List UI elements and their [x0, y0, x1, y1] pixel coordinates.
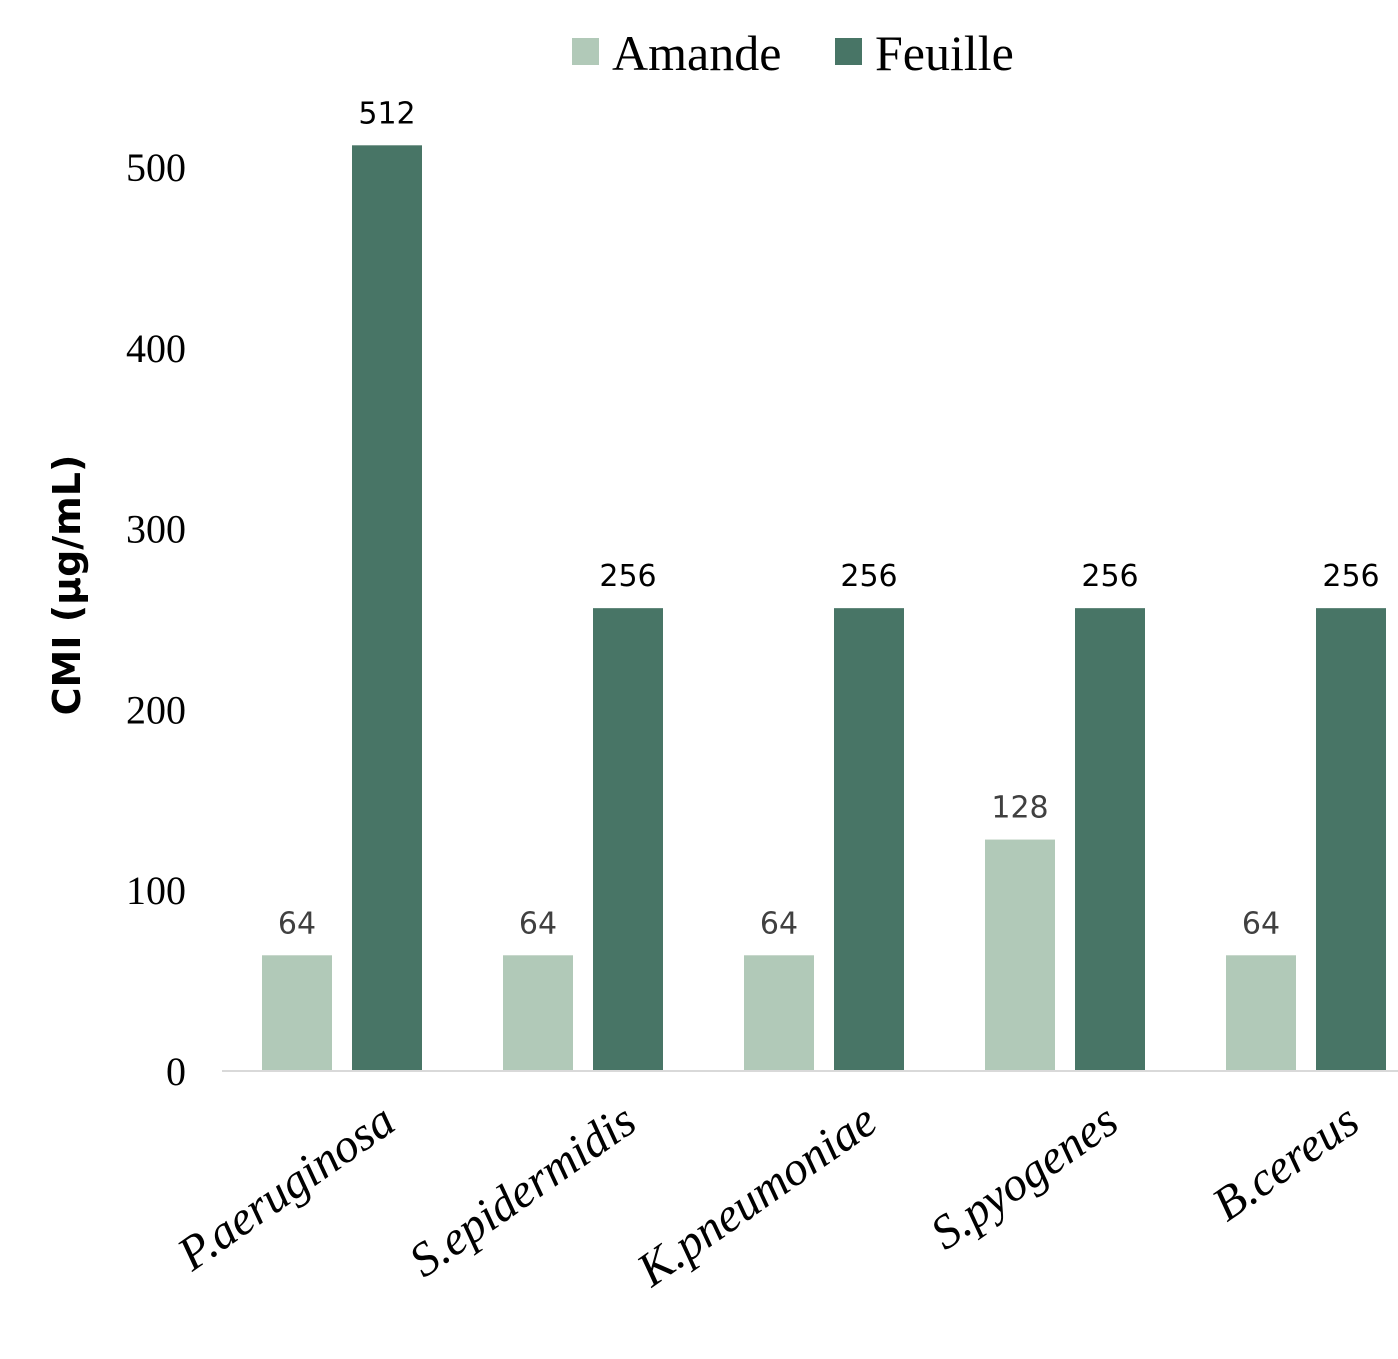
bar-amande	[744, 955, 814, 1071]
data-label: 64	[760, 906, 798, 941]
y-tick-label: 100	[126, 868, 186, 913]
bar-feuille	[834, 608, 904, 1071]
legend: Amande Feuille	[572, 25, 1014, 81]
x-category-label: P.aeruginosa	[167, 1094, 404, 1282]
data-label: 64	[278, 906, 316, 941]
data-label: 128	[991, 791, 1048, 826]
x-category-label: S.epidermidis	[400, 1094, 646, 1288]
x-category-label: S.pyogenes	[921, 1094, 1127, 1261]
data-labels: 64 512 64 256 64 256 128 256 64 256	[278, 96, 1380, 941]
data-label: 256	[599, 559, 656, 594]
y-tick-label: 200	[126, 687, 186, 732]
legend-swatch	[572, 38, 599, 65]
data-label: 256	[1081, 559, 1138, 594]
x-category-label: K.pneumoniae	[627, 1094, 886, 1298]
x-category-label: B.cereus	[1203, 1094, 1368, 1232]
bars	[262, 145, 1386, 1071]
data-label: 64	[519, 906, 557, 941]
y-tick-label: 0	[166, 1049, 186, 1094]
data-label: 512	[358, 96, 415, 131]
bar-amande	[985, 839, 1055, 1071]
bar-feuille	[1075, 608, 1145, 1071]
data-label: 64	[1242, 906, 1280, 941]
data-label: 256	[1322, 559, 1379, 594]
bar-feuille	[352, 145, 422, 1071]
legend-label: Feuille	[875, 25, 1014, 81]
bar-feuille	[1316, 608, 1386, 1071]
y-tick-label: 500	[126, 145, 186, 190]
y-axis-ticks: 0 100 200 300 400 500	[126, 145, 186, 1094]
data-label: 256	[840, 559, 897, 594]
legend-label: Amande	[612, 25, 781, 81]
y-tick-label: 400	[126, 326, 186, 371]
legend-swatch	[835, 38, 862, 65]
bar-amande	[262, 955, 332, 1071]
bar-amande	[1226, 955, 1296, 1071]
y-axis-label: CMI (µg/mL)	[45, 455, 89, 716]
y-tick-label: 300	[126, 507, 186, 552]
bar-amande	[503, 955, 573, 1071]
bar-feuille	[593, 608, 663, 1071]
